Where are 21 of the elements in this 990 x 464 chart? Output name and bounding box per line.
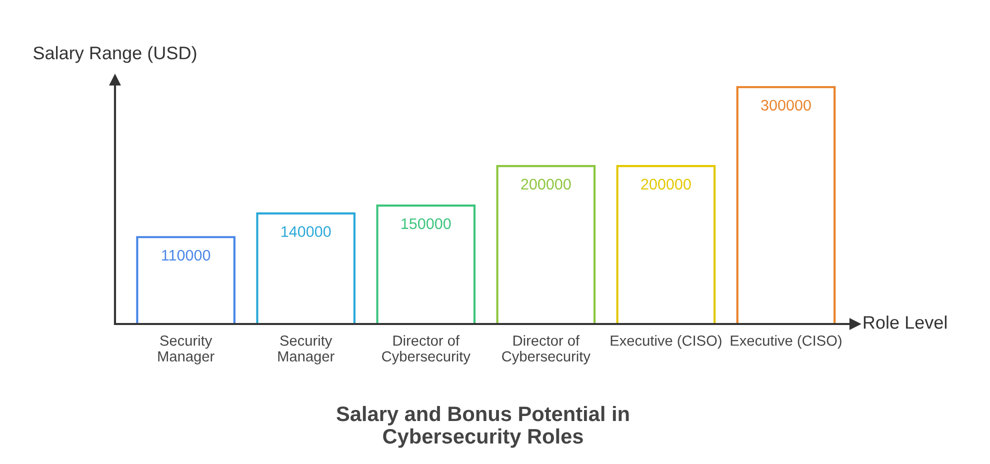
bar: [496, 165, 596, 324]
x-tick-label: Security Manager: [278, 335, 334, 364]
x-tick-label: Director of Cybersecurity: [502, 335, 590, 364]
data-label: 200000: [641, 178, 691, 190]
x-axis-title: Role Level: [864, 316, 947, 329]
data-label: 200000: [521, 178, 571, 190]
data-label: 150000: [402, 218, 451, 230]
x-tick-label: Director of Cybersecurity: [382, 335, 470, 364]
bar: [616, 165, 716, 324]
x-tick-label: Executive (CISO): [730, 335, 842, 349]
bar: [256, 212, 356, 324]
data-label: 140000: [282, 226, 331, 237]
text: Salary and Bonus Potential in Cybersecurity Roles: [336, 406, 629, 448]
bar: [736, 86, 836, 324]
bar: [136, 236, 236, 324]
y-axis-title: Salary Range (USD): [34, 46, 196, 63]
x-tick-label: Executive (CISO): [610, 335, 722, 349]
bar: [376, 204, 476, 324]
x-tick-label: Security Manager: [158, 335, 214, 364]
data-label: 300000: [761, 100, 811, 111]
data-label: 110000: [162, 250, 210, 261]
